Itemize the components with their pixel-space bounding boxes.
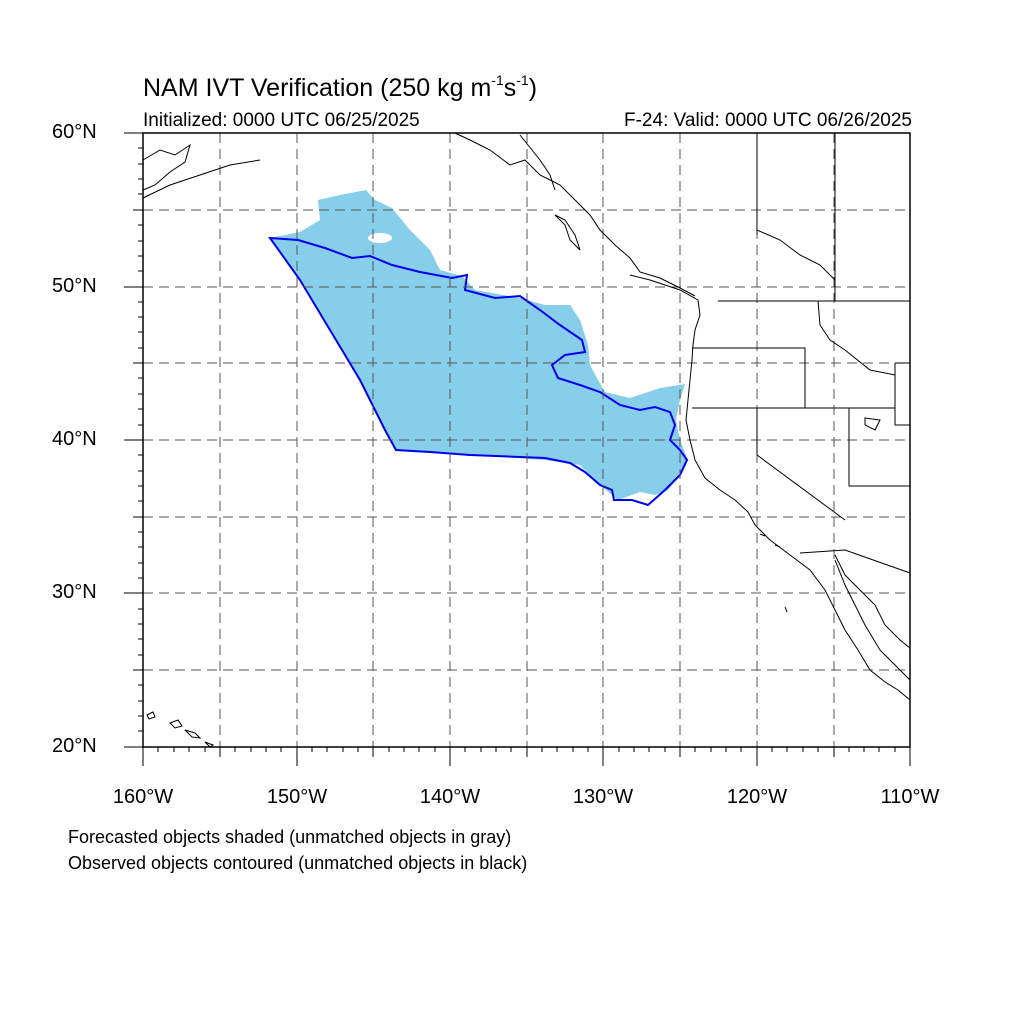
lon-label-120w: 120°W (726, 786, 788, 808)
footnote-forecast: Forecasted objects shaded (unmatched obj… (68, 827, 512, 847)
lat-label-60n: 60°N (52, 121, 97, 143)
observed-object-contour (267, 236, 689, 507)
lat-label-40n: 40°N (52, 428, 97, 450)
valid-time: F-24: Valid: 0000 UTC 06/26/2025 (624, 110, 912, 131)
map-title: NAM IVT Verification (250 kg m-1s-1) (143, 72, 537, 103)
title-mid: s (503, 74, 517, 102)
title-exponent-1: -1 (491, 72, 504, 88)
forecast-object-shaded (270, 190, 687, 500)
tick-marks (124, 132, 911, 766)
title-suffix: ) (528, 74, 538, 102)
lon-label-150w: 150°W (266, 786, 328, 808)
lon-label-130w: 130°W (572, 786, 634, 808)
lat-label-50n: 50°N (52, 275, 97, 297)
title-exponent-2: -1 (516, 72, 529, 88)
initialized-time: Initialized: 0000 UTC 06/25/2025 (143, 110, 420, 131)
footnote-observed: Observed objects contoured (unmatched ob… (68, 853, 528, 873)
lon-label-160w: 160°W (112, 786, 174, 808)
lat-label-30n: 30°N (52, 581, 97, 603)
lat-label-20n: 20°N (52, 735, 97, 757)
forecast-hole (368, 233, 392, 243)
lon-label-110w: 110°W (880, 786, 940, 808)
grid-lines (143, 133, 910, 747)
coastlines (142, 132, 911, 748)
lon-label-140w: 140°W (419, 786, 481, 808)
title-prefix: NAM IVT Verification (250 kg m (143, 74, 492, 102)
